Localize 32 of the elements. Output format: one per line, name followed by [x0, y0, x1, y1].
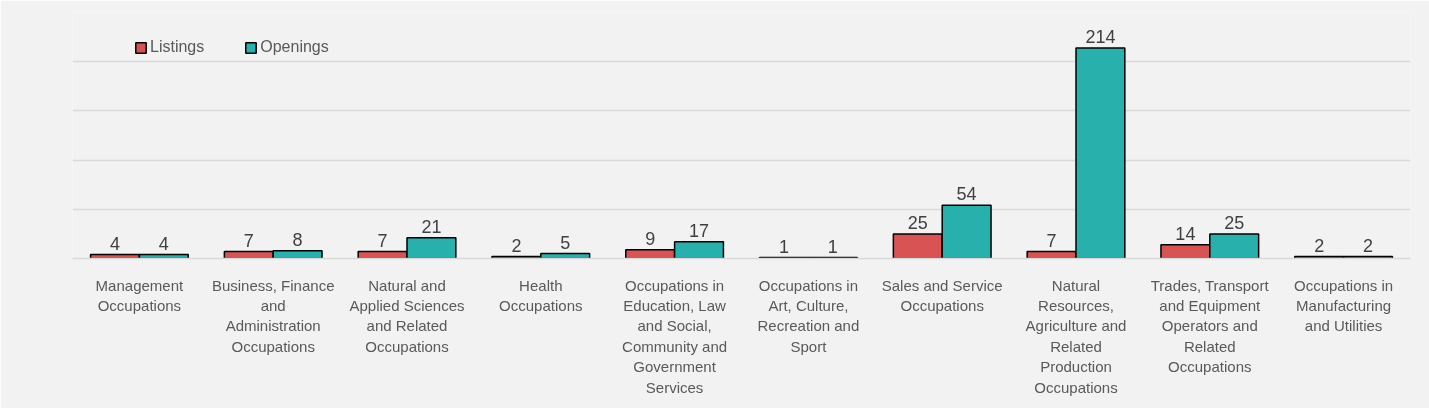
data-label: 5 — [560, 232, 571, 253]
data-label: 8 — [292, 229, 303, 250]
data-label: 7 — [377, 230, 388, 251]
x-tick-label: Occupations in Art, Culture, Recreation and Sport — [757, 276, 860, 355]
data-label: 14 — [1175, 223, 1196, 244]
data-label: 17 — [689, 220, 710, 241]
data-label: 54 — [956, 184, 977, 205]
x-tick-label: Management Occupations — [95, 276, 185, 314]
data-label: 25 — [1224, 212, 1245, 233]
data-label: 4 — [109, 233, 120, 254]
x-tick-label: Occupations in Manufacturing and Utilities — [1293, 276, 1394, 335]
x-tick-label: Trades, Transport and Equipment Operators and Related Occupations — [1150, 276, 1270, 376]
legend-label: Listings — [150, 38, 205, 56]
data-label: 4 — [158, 233, 169, 254]
data-label: 1 — [778, 236, 789, 257]
data-label: 1 — [827, 236, 838, 257]
legend-label: Openings — [260, 38, 329, 56]
data-label: 7 — [243, 230, 254, 251]
x-tick-label: Health Occupations — [499, 276, 583, 314]
data-label: 7 — [1046, 230, 1057, 251]
x-tick-label: Sales and Service Occupations — [881, 276, 1003, 314]
x-tick-label: Business, Finance and Administration Occupations — [211, 276, 335, 355]
data-label: 2 — [511, 235, 522, 256]
data-label: 214 — [1085, 26, 1116, 47]
x-tick-label: Occupations in Education, Law and Social, Community and Government Services — [622, 276, 728, 396]
data-label: 21 — [421, 216, 442, 237]
data-label: 9 — [645, 228, 656, 249]
data-label: 25 — [907, 212, 928, 233]
x-tick-label: Natural and Applied Sciences and Related Occupations — [349, 276, 465, 355]
x-tick-label: Natural Resources, Agriculture and Related Production Occupations — [1025, 276, 1127, 396]
data-label: 2 — [1314, 235, 1325, 256]
data-label: 2 — [1363, 235, 1374, 256]
